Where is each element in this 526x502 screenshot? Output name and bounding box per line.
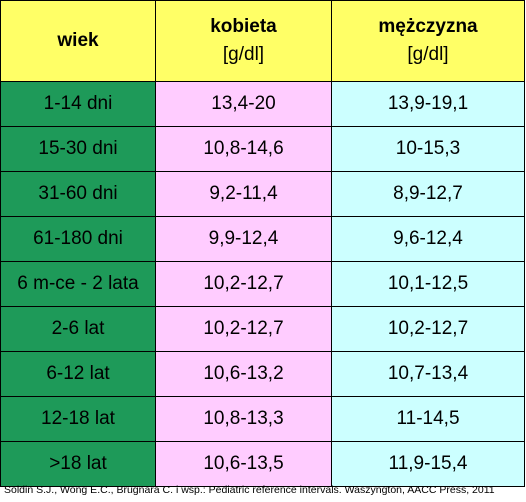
table-row: 2-6 lat 10,2-12,7 10,2-12,7 [0, 306, 525, 352]
female-value-cell: 10,8-14,6 [155, 126, 332, 172]
female-value-cell: 10,2-12,7 [155, 261, 332, 307]
header-male: mężczyzna [g/dl] [331, 0, 525, 82]
header-male-unit: [g/dl] [407, 44, 449, 65]
female-value-cell: 9,9-12,4 [155, 216, 332, 262]
female-value-cell: 10,8-13,3 [155, 396, 332, 442]
age-cell: >18 lat [0, 441, 156, 487]
header-age: wiek [0, 0, 156, 82]
age-cell: 6 m-ce - 2 lata [0, 261, 156, 307]
male-value-cell: 13,9-19,1 [331, 81, 525, 127]
header-female-label: kobieta [210, 16, 277, 37]
age-cell: 31-60 dni [0, 171, 156, 217]
male-value-cell: 10,7-13,4 [331, 351, 525, 397]
female-value-cell: 10,6-13,2 [155, 351, 332, 397]
table-row: 61-180 dni 9,9-12,4 9,6-12,4 [0, 216, 525, 262]
header-age-label: wiek [57, 30, 99, 51]
table-row: 1-14 dni 13,4-20 13,9-19,1 [0, 81, 525, 127]
reference-table: wiek kobieta [g/dl] mężczyzna [g/dl] 1-1… [0, 0, 525, 487]
male-value-cell: 10,2-12,7 [331, 306, 525, 352]
table-row: 6 m-ce - 2 lata 10,2-12,7 10,1-12,5 [0, 261, 525, 307]
header-male-label: mężczyzna [378, 16, 478, 37]
table-row: 12-18 lat 10,8-13,3 11-14,5 [0, 396, 525, 442]
female-value-cell: 10,2-12,7 [155, 306, 332, 352]
male-value-cell: 8,9-12,7 [331, 171, 525, 217]
age-cell: 61-180 dni [0, 216, 156, 262]
table-row: 6-12 lat 10,6-13,2 10,7-13,4 [0, 351, 525, 397]
age-cell: 6-12 lat [0, 351, 156, 397]
female-value-cell: 10,6-13,5 [155, 441, 332, 487]
header-female-unit: [g/dl] [222, 44, 265, 65]
female-value-cell: 9,2-11,4 [155, 171, 332, 217]
age-cell: 12-18 lat [0, 396, 156, 442]
header-female: kobieta [g/dl] [155, 0, 332, 82]
table-row: >18 lat 10,6-13,5 11,9-15,4 [0, 441, 525, 487]
male-value-cell: 10-15,3 [331, 126, 525, 172]
source-citation: Soldin S.J., Wong E.C., Brugnara C. i ws… [4, 484, 495, 496]
male-value-cell: 11-14,5 [331, 396, 525, 442]
male-value-cell: 9,6-12,4 [331, 216, 525, 262]
male-value-cell: 11,9-15,4 [331, 441, 525, 487]
header-row: wiek kobieta [g/dl] mężczyzna [g/dl] [0, 0, 525, 82]
male-value-cell: 10,1-12,5 [331, 261, 525, 307]
table-row: 31-60 dni 9,2-11,4 8,9-12,7 [0, 171, 525, 217]
age-cell: 2-6 lat [0, 306, 156, 352]
table-row: 15-30 dni 10,8-14,6 10-15,3 [0, 126, 525, 172]
female-value-cell: 13,4-20 [155, 81, 332, 127]
age-cell: 1-14 dni [0, 81, 156, 127]
age-cell: 15-30 dni [0, 126, 156, 172]
